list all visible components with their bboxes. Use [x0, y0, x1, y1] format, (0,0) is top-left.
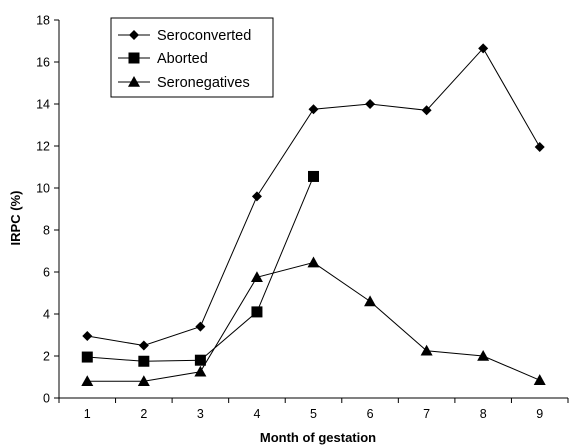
- y-tick-label: 10: [36, 182, 50, 196]
- data-point-seronegatives: [420, 344, 433, 356]
- y-tick-label: 8: [43, 224, 50, 238]
- data-point-seronegatives: [194, 365, 207, 377]
- y-tick-label: 18: [36, 14, 50, 28]
- series-seronegatives: [81, 256, 546, 386]
- y-tick-label: 14: [36, 98, 50, 112]
- x-axis-title: Month of gestation: [260, 430, 376, 445]
- data-point-aborted: [308, 170, 319, 182]
- data-point-seronegatives: [307, 256, 320, 268]
- data-point-seroconverted: [534, 142, 545, 153]
- legend-marker-aborted: [128, 52, 140, 64]
- data-point-seroconverted: [82, 331, 93, 342]
- data-point-seronegatives: [81, 375, 94, 386]
- legend-label-seronegatives: Seronegatives: [157, 75, 250, 91]
- data-point-seroconverted: [478, 43, 489, 54]
- data-point-seroconverted: [365, 99, 376, 109]
- legend-marker-seronegatives: [128, 76, 140, 87]
- y-tick-label: 0: [43, 392, 50, 406]
- legend: Seroconverted Aborted Seronegatives: [110, 17, 274, 98]
- x-tick-label: 5: [310, 407, 317, 421]
- x-tick-label: 3: [197, 407, 204, 421]
- data-point-seroconverted: [251, 191, 262, 202]
- x-tick-label: 8: [480, 407, 487, 421]
- data-point-seronegatives: [137, 375, 150, 386]
- x-tick-label: 4: [253, 407, 260, 421]
- legend-marker-seroconverted: [129, 30, 139, 40]
- data-point-seronegatives: [477, 350, 490, 361]
- y-tick-label: 16: [36, 56, 50, 70]
- series-line-aborted: [87, 176, 314, 362]
- data-point-aborted: [251, 306, 263, 318]
- data-point-seroconverted: [195, 321, 206, 332]
- series-group: [81, 43, 546, 386]
- data-point-seronegatives: [250, 271, 263, 283]
- data-point-aborted: [138, 355, 150, 367]
- y-tick-label: 12: [36, 140, 50, 154]
- x-tick-label: 9: [536, 407, 543, 421]
- y-axis-title: IRPC (%): [8, 191, 23, 246]
- data-point-aborted: [81, 351, 93, 363]
- legend-label-seroconverted: Seroconverted: [157, 28, 251, 44]
- series-line-seronegatives: [87, 262, 540, 382]
- data-point-seroconverted: [308, 104, 319, 115]
- data-point-seronegatives: [533, 374, 546, 385]
- x-tick-label: 7: [423, 407, 430, 421]
- legend-label-aborted: Aborted: [157, 51, 208, 67]
- series-aborted: [81, 170, 319, 367]
- x-tick-label: 2: [140, 407, 147, 421]
- x-tick-label: 1: [84, 407, 91, 421]
- x-tick-label: 6: [367, 407, 374, 421]
- series-seroconverted: [82, 43, 545, 351]
- y-tick-label: 2: [43, 350, 50, 364]
- data-point-seroconverted: [138, 340, 149, 351]
- axes: [58, 20, 568, 399]
- y-tick-label: 4: [43, 308, 50, 322]
- y-tick-label: 6: [43, 266, 50, 280]
- data-point-seroconverted: [421, 105, 432, 116]
- data-point-seronegatives: [364, 295, 377, 307]
- data-point-aborted: [194, 354, 206, 366]
- y-axis-ticks: 0 2 4 6 8 10 12 14 16 18: [36, 14, 59, 406]
- x-axis-ticks: 1 2 3 4 5 6 7 8 9: [58, 398, 569, 421]
